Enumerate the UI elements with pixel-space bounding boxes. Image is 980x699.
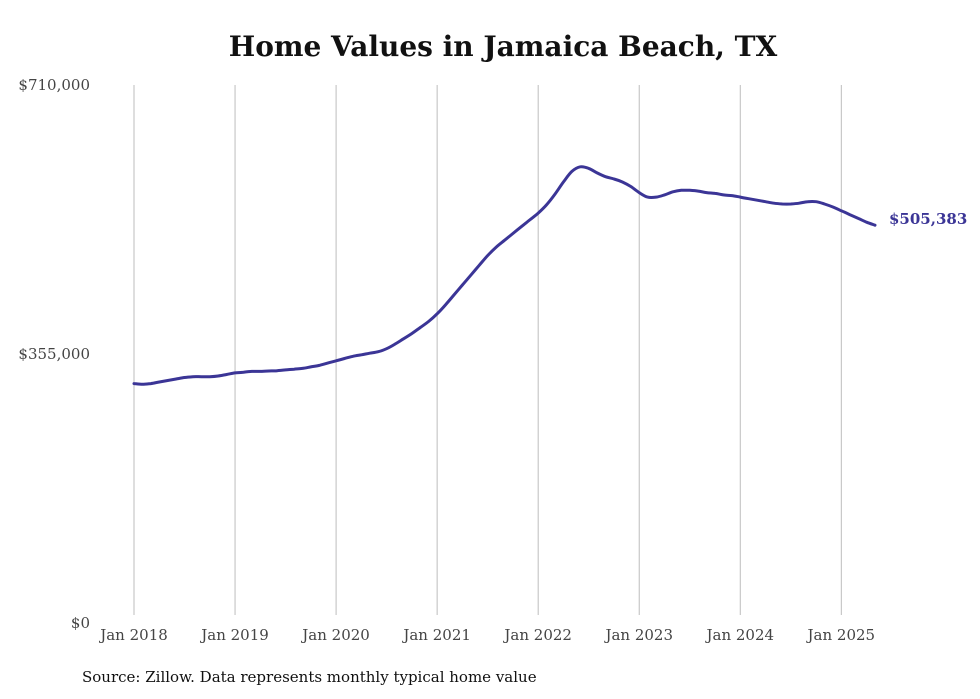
x-tick-label: Jan 2021 bbox=[401, 626, 471, 644]
y-tick-label: $0 bbox=[71, 614, 90, 632]
y-tick-label: $355,000 bbox=[18, 345, 90, 363]
home-value-series-line bbox=[132, 165, 877, 386]
x-axis-tick-labels: Jan 2018 Jan 2019 Jan 2020 Jan 2021 Jan 2022… bbox=[98, 626, 875, 644]
y-tick-label: $710,000 bbox=[18, 76, 90, 94]
x-tick-label: Jan 2025 bbox=[806, 626, 876, 644]
x-tick-label: Jan 2018 bbox=[98, 626, 168, 644]
x-tick-label: Jan 2023 bbox=[603, 626, 673, 644]
last-value-label: $505,383 bbox=[889, 210, 967, 228]
x-tick-label: Jan 2019 bbox=[199, 626, 269, 644]
y-axis-tick-labels: $0 $355,000 $710,000 bbox=[18, 76, 90, 632]
x-tick-label: Jan 2020 bbox=[300, 626, 370, 644]
source-note: Source: Zillow. Data represents monthly … bbox=[82, 668, 537, 686]
chart-title: Home Values in Jamaica Beach, TX bbox=[228, 30, 778, 63]
line-chart: $0$355,000$710,000 Jan 2018 Jan 2019 Jan 2… bbox=[18, 76, 967, 644]
vertical-gridlines bbox=[133, 85, 842, 615]
x-tick-label: Jan 2024 bbox=[704, 626, 774, 644]
x-tick-label: Jan 2022 bbox=[502, 626, 572, 644]
